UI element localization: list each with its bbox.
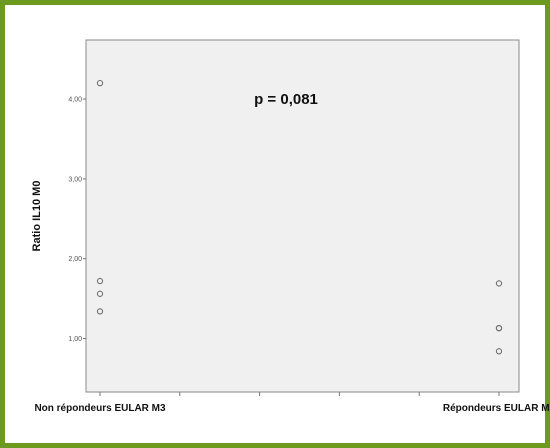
plot-area	[85, 39, 520, 393]
data-point	[96, 308, 104, 315]
y-tick-label: 1,00	[68, 336, 82, 343]
data-point	[96, 79, 104, 87]
data-point	[495, 348, 503, 355]
data-points	[96, 79, 503, 355]
p-value-annotation: p = 0,081	[254, 91, 318, 108]
y-axis: 1,00 2,00 3,00 4,00	[68, 97, 86, 343]
x-axis	[99, 392, 500, 396]
category-labels: Non répondeurs EULAR M3 Répondeurs EULAR …	[34, 403, 550, 414]
category-label: Répondeurs EULAR M3	[443, 403, 550, 414]
category-label: Non répondeurs EULAR M3	[34, 403, 166, 414]
y-axis-label: Ratio IL10 M0	[31, 181, 43, 252]
data-point	[495, 280, 503, 287]
data-point	[96, 290, 104, 297]
y-tick-label: 4,00	[68, 97, 82, 104]
y-tick-label: 3,00	[68, 176, 82, 183]
data-point	[495, 324, 503, 332]
data-point	[96, 277, 104, 285]
y-tick-label: 2,00	[68, 256, 82, 263]
